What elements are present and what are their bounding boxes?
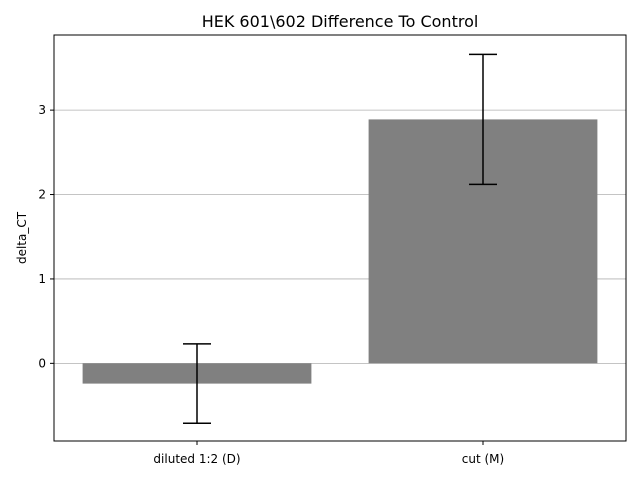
plot-frame bbox=[53, 34, 627, 442]
chart-title: HEK 601\602 Difference To Control bbox=[202, 12, 479, 31]
x-tick-label: cut (M) bbox=[462, 452, 504, 466]
bars bbox=[82, 119, 598, 384]
error-bars bbox=[183, 53, 497, 425]
x-axis-ticks: diluted 1:2 (D) cut (M) bbox=[153, 441, 504, 466]
y-axis-ticks: 0 1 2 3 bbox=[38, 103, 54, 370]
x-tick-label: diluted 1:2 (D) bbox=[153, 452, 240, 466]
y-tick-label: 1 bbox=[38, 272, 46, 286]
y-tick-label: 3 bbox=[38, 103, 46, 117]
y-tick-label: 0 bbox=[38, 356, 46, 370]
y-axis-label: delta_CT bbox=[15, 211, 29, 264]
y-tick-label: 2 bbox=[38, 188, 46, 202]
error-bar bbox=[469, 53, 497, 186]
error-bar bbox=[183, 343, 211, 425]
